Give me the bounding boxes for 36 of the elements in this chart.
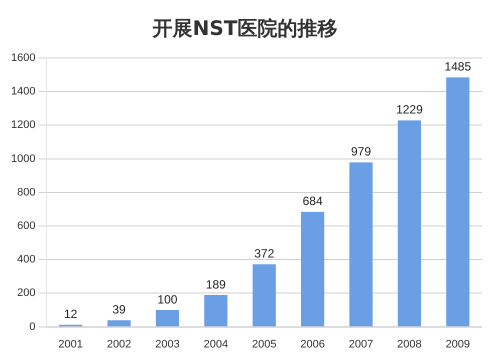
- data-label: 39: [112, 302, 126, 317]
- x-tick-label: 2008: [397, 338, 422, 350]
- y-tick-label: 600: [17, 220, 36, 232]
- x-tick-label: 2004: [204, 338, 228, 350]
- x-tick-label: 2001: [58, 338, 83, 350]
- x-tick-label: 2007: [348, 338, 374, 350]
- y-tick-label: 1400: [10, 86, 36, 98]
- y-tick-label: 0: [29, 320, 36, 333]
- data-label: 12: [64, 307, 78, 322]
- x-tick-label: 2003: [155, 338, 180, 350]
- data-label: 372: [254, 246, 275, 261]
- y-tick-label: 1000: [10, 152, 36, 165]
- bar: [252, 264, 276, 326]
- data-label: 189: [206, 277, 226, 292]
- x-tick-label: 2009: [446, 338, 470, 350]
- bar: [349, 162, 373, 326]
- x-tick-label: 2006: [300, 338, 325, 350]
- y-tick-label: 1600: [10, 52, 36, 64]
- x-tick-label: 2002: [106, 338, 132, 350]
- data-label: 1485: [444, 60, 472, 74]
- y-tick-label: 400: [17, 254, 36, 266]
- bar: [446, 77, 470, 326]
- y-tick-label: 200: [17, 287, 36, 300]
- bar: [398, 120, 422, 326]
- bar: [204, 295, 228, 326]
- bar: [156, 310, 180, 326]
- y-tick-label: 1200: [10, 119, 36, 132]
- y-tick-label: 800: [17, 186, 36, 198]
- bar: [301, 212, 324, 326]
- data-label: 684: [302, 194, 323, 208]
- chart-title: 开展NST医院的推移: [152, 16, 338, 40]
- data-label: 979: [351, 144, 372, 159]
- data-label: 1229: [396, 102, 424, 117]
- x-tick-label: 2005: [252, 338, 276, 350]
- bar: [107, 320, 131, 326]
- data-label: 100: [157, 292, 178, 306]
